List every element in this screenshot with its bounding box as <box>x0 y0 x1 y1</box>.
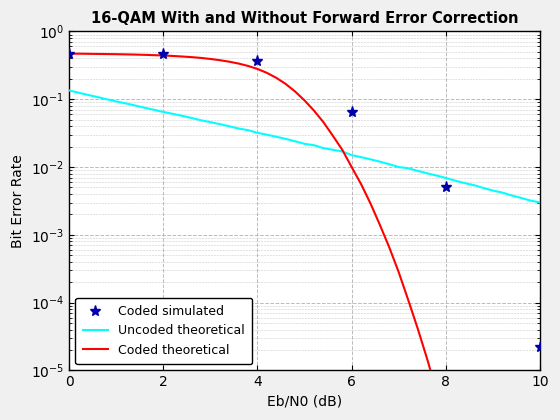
Uncoded theoretical <box>405 166 412 171</box>
Coded simulated <box>254 58 261 63</box>
Coded simulated <box>348 110 355 115</box>
Coded theoretical <box>216 58 223 63</box>
Uncoded theoretical <box>536 200 543 205</box>
Coded theoretical <box>66 51 72 56</box>
Coded simulated <box>66 51 72 56</box>
Uncoded theoretical <box>376 159 383 164</box>
Line: Uncoded theoretical: Uncoded theoretical <box>69 90 540 202</box>
Uncoded theoretical <box>66 88 72 93</box>
Title: 16-QAM With and Without Forward Error Correction: 16-QAM With and Without Forward Error Co… <box>91 11 519 26</box>
Uncoded theoretical <box>169 111 176 116</box>
Uncoded theoretical <box>207 120 214 125</box>
Uncoded theoretical <box>216 121 223 126</box>
Line: Coded simulated: Coded simulated <box>63 48 545 353</box>
Coded theoretical <box>207 56 214 61</box>
Legend: Coded simulated, Uncoded theoretical, Coded theoretical: Coded simulated, Uncoded theoretical, Co… <box>75 298 252 364</box>
Coded simulated <box>160 52 166 57</box>
Coded theoretical <box>169 53 176 58</box>
Coded theoretical <box>376 223 383 228</box>
Uncoded theoretical <box>528 198 534 203</box>
Coded simulated <box>442 185 449 190</box>
Coded simulated <box>536 345 543 350</box>
Line: Coded theoretical: Coded theoretical <box>69 54 540 420</box>
X-axis label: Eb/N0 (dB): Eb/N0 (dB) <box>267 395 342 409</box>
Coded theoretical <box>405 297 412 302</box>
Y-axis label: Bit Error Rate: Bit Error Rate <box>11 154 25 248</box>
